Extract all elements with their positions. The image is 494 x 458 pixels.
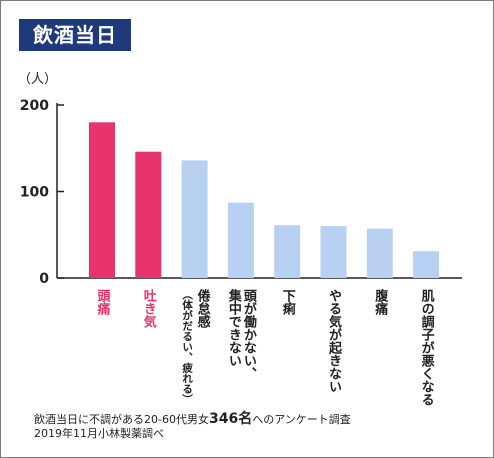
chart-title: 飲酒当日 xyxy=(19,19,131,51)
y-tick-label-0: 0 xyxy=(39,271,49,287)
bar-4 xyxy=(227,202,254,278)
category-label-4-2: 集中できない xyxy=(226,288,243,367)
bar-6 xyxy=(320,226,347,278)
footnote-survey-pre: 飲酒当日に不調がある20-60代男女 xyxy=(34,413,209,426)
footnote-survey-post: へのアンケート調査 xyxy=(252,413,351,426)
bar-5 xyxy=(274,225,301,278)
y-tick-label-100: 100 xyxy=(20,185,49,201)
y-axis-unit: （人） xyxy=(18,72,57,87)
category-label-8: 肌の調子が悪くなる xyxy=(419,289,435,406)
footnote-source: 2019年11月小林製薬調べ xyxy=(34,427,164,440)
bar-2 xyxy=(135,151,162,278)
bar-1 xyxy=(89,122,115,278)
bar-3 xyxy=(181,160,208,278)
bar-7 xyxy=(366,228,393,278)
footnote-respondent-count: 346名 xyxy=(208,411,253,427)
category-label-4-1: 頭が働かない、 xyxy=(241,289,258,380)
footnote-survey: 飲酒当日に不調がある20-60代男女346名へのアンケート調査 xyxy=(34,408,351,428)
category-label-6: やる気が起きない xyxy=(326,289,343,393)
category-label-5: 下痢 xyxy=(280,289,296,316)
category-label-3-2: （体がだるい、疲れる） xyxy=(181,289,193,405)
bar-8 xyxy=(413,251,440,278)
category-label-1: 頭痛 xyxy=(95,289,112,316)
category-label-2: 吐き気 xyxy=(141,288,157,329)
category-label-7: 腹痛 xyxy=(372,288,389,316)
category-label-3-1: 倦怠感 xyxy=(195,288,211,329)
y-tick-label-200: 200 xyxy=(20,98,49,114)
